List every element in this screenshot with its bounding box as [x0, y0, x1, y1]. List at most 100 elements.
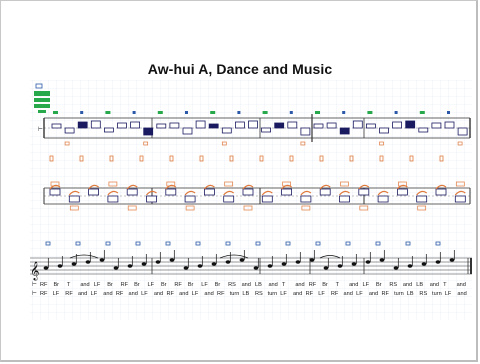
step-label: LF — [363, 282, 370, 288]
contact-mark — [108, 181, 118, 187]
arc-mark — [242, 184, 254, 190]
contact-mark — [455, 181, 465, 187]
note-head — [197, 264, 203, 268]
step-label: Br — [134, 282, 140, 288]
note-head — [351, 262, 357, 266]
step-label: and — [293, 291, 302, 297]
marker — [285, 241, 291, 246]
contact-mark — [69, 205, 79, 211]
step-label: LF — [280, 291, 287, 297]
direction-mark — [289, 111, 293, 114]
hold-mark — [259, 155, 264, 162]
arc-mark — [339, 190, 350, 196]
direction-mark — [64, 141, 70, 146]
step-label: and — [154, 291, 163, 297]
note-head — [295, 260, 301, 264]
hold-mark — [139, 155, 144, 162]
step-label: LF — [141, 291, 148, 297]
note-head — [141, 262, 147, 266]
direction-mark — [262, 111, 268, 114]
step-label: LB — [407, 291, 414, 297]
movement-symbol — [234, 121, 245, 129]
step-label: T — [336, 282, 340, 288]
contact-mark — [127, 205, 137, 211]
direction-mark — [185, 111, 188, 114]
step-label: RF — [217, 291, 225, 297]
movement-symbol — [392, 121, 403, 129]
hold-mark — [79, 155, 84, 162]
movement-symbol — [156, 123, 167, 129]
arc-mark — [184, 190, 196, 196]
note-head — [365, 260, 371, 264]
marker — [195, 241, 201, 246]
hold-mark — [319, 155, 324, 162]
arc-mark — [146, 190, 157, 196]
step-label: and — [80, 282, 89, 288]
note-head — [267, 264, 273, 268]
marker — [255, 241, 261, 246]
step-label: Br — [188, 282, 194, 288]
step-label: LF — [192, 291, 199, 297]
arc-mark — [203, 184, 215, 190]
contact-mark — [417, 205, 427, 211]
step-label: RF — [166, 291, 174, 297]
direction-mark — [342, 111, 346, 114]
movement-symbol — [418, 127, 429, 133]
step-label: LB — [416, 282, 423, 288]
row-marker: ⊢ — [32, 281, 37, 288]
legend-icon — [34, 83, 50, 113]
arc-mark — [435, 184, 447, 190]
middle-notation-staff — [43, 155, 471, 211]
marker — [315, 241, 321, 246]
direction-mark — [457, 141, 463, 146]
step-label: RS — [255, 291, 263, 297]
marker — [165, 241, 171, 246]
movement-symbol — [90, 120, 101, 129]
movement-symbol — [143, 127, 154, 136]
movement-symbol — [184, 195, 196, 203]
movement-symbol — [126, 188, 138, 196]
marker — [435, 241, 441, 246]
direction-mark — [105, 111, 111, 114]
arc-mark — [319, 184, 331, 190]
movement-symbol — [165, 188, 177, 196]
movement-symbol — [379, 127, 389, 134]
movement-symbol — [431, 122, 442, 129]
movement-symbol — [261, 127, 272, 133]
tie — [219, 254, 249, 259]
marker — [135, 241, 141, 246]
arc-mark — [107, 190, 119, 196]
note-head — [71, 262, 77, 266]
arc-mark — [88, 184, 99, 190]
step-label: RS — [389, 282, 397, 288]
note-head — [323, 266, 329, 270]
contact-mark — [398, 181, 407, 187]
marker — [75, 241, 81, 246]
movement-symbol — [287, 121, 298, 129]
movement-symbol — [77, 121, 88, 129]
contact-mark — [340, 181, 349, 187]
step-label: T — [67, 282, 71, 288]
movement-symbol — [444, 121, 455, 129]
step-label: RF — [65, 291, 73, 297]
arc-mark — [396, 184, 408, 190]
step-label: RF — [309, 282, 317, 288]
note-head — [309, 258, 315, 262]
marker — [45, 241, 51, 246]
note-head — [127, 264, 133, 268]
movement-symbol — [221, 127, 232, 134]
note-head — [435, 260, 441, 264]
step-label: RF — [40, 282, 48, 288]
arc-mark — [261, 190, 273, 196]
movement-symbol — [182, 127, 193, 135]
marker — [105, 241, 111, 246]
hold-mark — [379, 155, 384, 162]
movement-symbol — [300, 127, 311, 136]
step-label: and — [295, 282, 304, 288]
step-label: and — [457, 291, 466, 297]
staff-clef: ⊢ — [38, 126, 43, 133]
step-label: LF — [94, 282, 101, 288]
